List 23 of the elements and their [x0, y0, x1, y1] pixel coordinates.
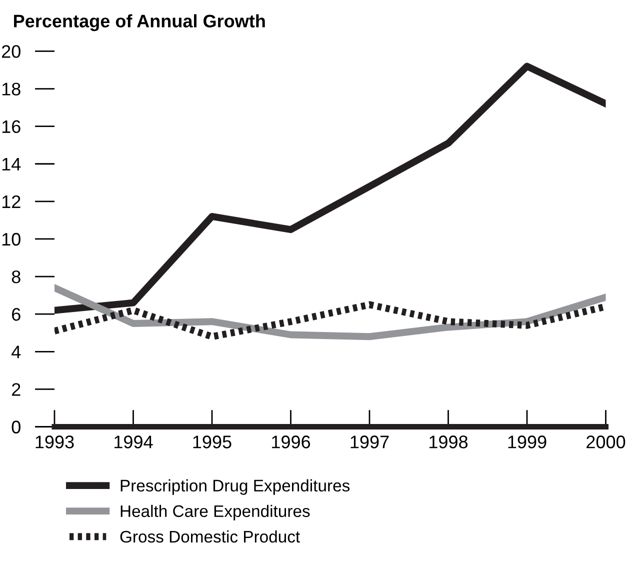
x-tick-label: 1996	[272, 436, 310, 448]
x-tick-label: 1994	[114, 436, 153, 448]
x-tick-label: 1998	[430, 436, 468, 448]
y-tick-label: 4	[12, 346, 21, 358]
chart-title: Percentage of Annual Growth	[14, 14, 265, 32]
x-tick-label: 1999	[508, 436, 546, 448]
y-tick-label: 10	[2, 232, 20, 246]
legend-label: Health Care Expenditures	[120, 504, 310, 520]
x-tick-label: 1995	[193, 436, 232, 448]
x-tick-label: 1993	[36, 436, 74, 448]
legend-label: Prescription Drug Expenditures	[120, 479, 350, 495]
legend-label: Gross Domestic Product	[120, 530, 300, 543]
x-tick-label: 1997	[350, 436, 389, 448]
y-tick-label: 14	[2, 158, 21, 170]
y-tick-label: 0	[12, 420, 20, 434]
y-tick-label: 2	[12, 383, 20, 396]
y-tick-label: 6	[12, 308, 20, 321]
y-tick-label: 8	[12, 270, 20, 284]
y-tick-label: 18	[2, 82, 20, 96]
y-tick-label: 12	[2, 195, 20, 208]
y-tick-label: 16	[2, 120, 20, 134]
y-tick-label: 20	[2, 45, 20, 58]
x-tick-label: 2000	[586, 436, 626, 448]
